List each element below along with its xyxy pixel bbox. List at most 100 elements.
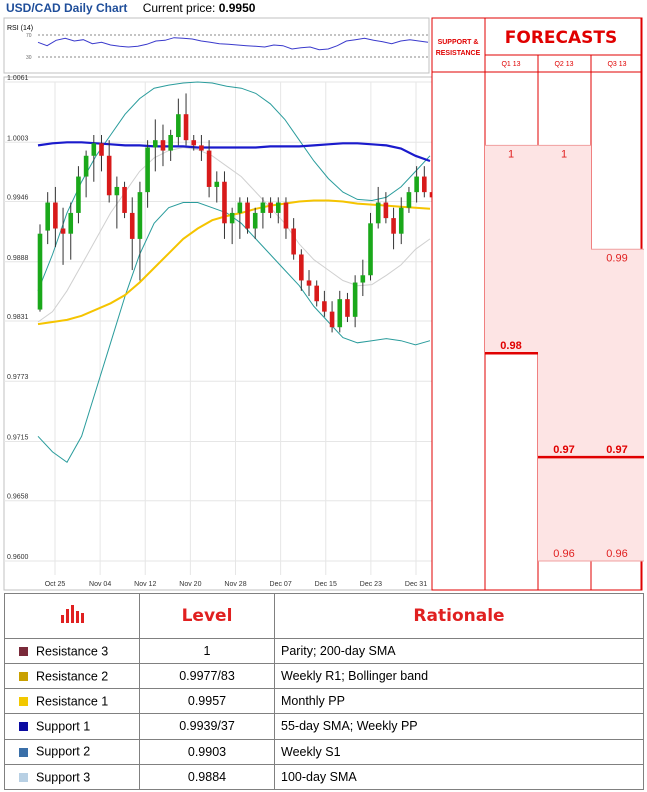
y-tick-label: 0.9715	[7, 435, 29, 442]
y-tick-label: 1.0003	[7, 135, 29, 142]
candle-body	[314, 285, 320, 302]
candle-body	[422, 176, 427, 193]
candle-body	[291, 228, 296, 255]
candle-body	[168, 134, 173, 151]
x-tick-label: Dec 23	[360, 581, 382, 588]
candle-body	[375, 202, 381, 224]
current-price-value: 0.9950	[218, 1, 256, 15]
rsi-line	[37, 37, 429, 51]
table-row: Support 1 0.9939/37 55-day SMA; Weekly PP	[4, 713, 644, 740]
level-color-swatch	[19, 747, 28, 757]
candle-body	[406, 192, 412, 208]
bar-chart-icon	[4, 593, 140, 639]
forecast-high-label: 0.99	[606, 252, 627, 264]
level-color-swatch	[19, 697, 28, 707]
level-rationale: Weekly S1	[274, 738, 644, 765]
bollinger-middle-line	[37, 146, 431, 323]
candle-body	[37, 233, 43, 310]
level-rationale: 100-day SMA	[274, 763, 644, 791]
forecast-low-label: 0.98	[500, 340, 521, 352]
level-color-swatch	[19, 646, 28, 656]
forecast-range	[485, 145, 538, 354]
x-tick-label: Nov 28	[224, 581, 246, 588]
x-tick-label: Dec 15	[315, 581, 337, 588]
candle-body	[222, 181, 227, 224]
candle-body	[275, 202, 281, 213]
candle-body	[99, 143, 104, 156]
level-value: 0.9939/37	[139, 713, 275, 740]
candle-body	[414, 176, 419, 193]
candle-body	[383, 202, 389, 219]
rationale-header: Rationale	[274, 593, 644, 639]
forecast-range	[538, 145, 591, 561]
forecast-mid-label: 0.97	[553, 444, 574, 456]
chart-header: USD/CAD Daily Chart Current price: 0.995…	[6, 1, 255, 17]
candle-body	[68, 212, 74, 234]
level-value: 0.9957	[139, 688, 275, 715]
candle-body	[122, 186, 127, 213]
level-rationale: 55-day SMA; Weekly PP	[274, 713, 644, 740]
level-header: Level	[139, 593, 275, 639]
candle-body	[283, 202, 289, 229]
forecast-low-label: 0.96	[606, 548, 627, 560]
level-name-cell: Resistance 3	[4, 637, 140, 665]
level-rationale: Parity; 200-day SMA	[274, 637, 644, 665]
candle-body	[83, 155, 89, 177]
rsi-tick-30: 30	[26, 55, 32, 61]
level-name: Resistance 3	[36, 644, 109, 659]
candle-body	[299, 254, 304, 281]
candle-body	[191, 140, 197, 146]
chart-area: RSI (14) 70 30 1.0061 1.0003 0.9946 0.9888 0…	[3, 17, 644, 591]
candle-body	[245, 202, 250, 229]
forecasts-title: FORECASTS	[505, 28, 617, 48]
level-value: 0.9903	[139, 738, 275, 765]
candle-body	[368, 223, 373, 276]
candle-body	[91, 143, 97, 156]
candle-body	[268, 202, 273, 213]
rsi-label: RSI (14)	[7, 25, 33, 32]
chart-title: USD/CAD Daily Chart	[6, 1, 128, 15]
y-tick-label: 0.9831	[7, 314, 29, 321]
candle-body	[206, 150, 212, 187]
candle-body	[160, 140, 166, 151]
candle-body	[252, 212, 258, 229]
forecast-low-label: 0.96	[553, 548, 574, 560]
current-price-label: Current price:	[142, 1, 216, 15]
level-name: Resistance 2	[36, 669, 109, 684]
y-tick-label: 1.0061	[7, 75, 29, 82]
level-color-swatch	[19, 772, 28, 782]
candle-body	[114, 186, 120, 196]
candle-body	[45, 202, 50, 231]
level-value: 0.9977/83	[139, 663, 275, 690]
level-rationale: Weekly R1; Bollinger band	[274, 663, 644, 690]
table-row: Support 3 0.9884 100-day SMA	[4, 763, 644, 791]
level-name-cell: Support 1	[4, 713, 140, 740]
rsi-tick-70: 70	[26, 33, 32, 39]
candle-body	[229, 212, 235, 224]
level-name-cell: Support 3	[4, 763, 140, 791]
x-tick-label: Nov 20	[179, 581, 201, 588]
candle-body	[176, 114, 181, 138]
candle-body	[106, 155, 112, 196]
price-panel: 1.0061 1.0003 0.9946 0.9888 0.9831 0.9773 0.97…	[3, 75, 435, 591]
level-rationale: Monthly PP	[274, 688, 644, 715]
forecast-range	[591, 249, 644, 562]
x-tick-label: Oct 25	[45, 581, 66, 588]
candle-body	[260, 202, 266, 213]
candle-body	[322, 301, 327, 312]
forecast-mid-label: 0.97	[606, 444, 627, 456]
candle-body	[337, 299, 343, 328]
level-name: Support 3	[36, 770, 91, 785]
candle-body	[199, 145, 204, 151]
candle-body	[214, 181, 220, 187]
y-tick-label: 0.9773	[7, 374, 29, 381]
y-tick-label: 0.9888	[7, 255, 29, 262]
candle-body	[329, 311, 335, 328]
table-row: Resistance 2 0.9977/83 Weekly R1; Bollinge…	[4, 663, 644, 690]
table-header-row: Level Rationale	[4, 593, 644, 639]
col-q3: Q3 13	[607, 61, 626, 68]
x-tick-label: Nov 04	[89, 581, 111, 588]
candle-body	[76, 176, 81, 213]
level-name: Resistance 1	[36, 694, 109, 709]
level-name-cell: Resistance 1	[4, 688, 140, 715]
